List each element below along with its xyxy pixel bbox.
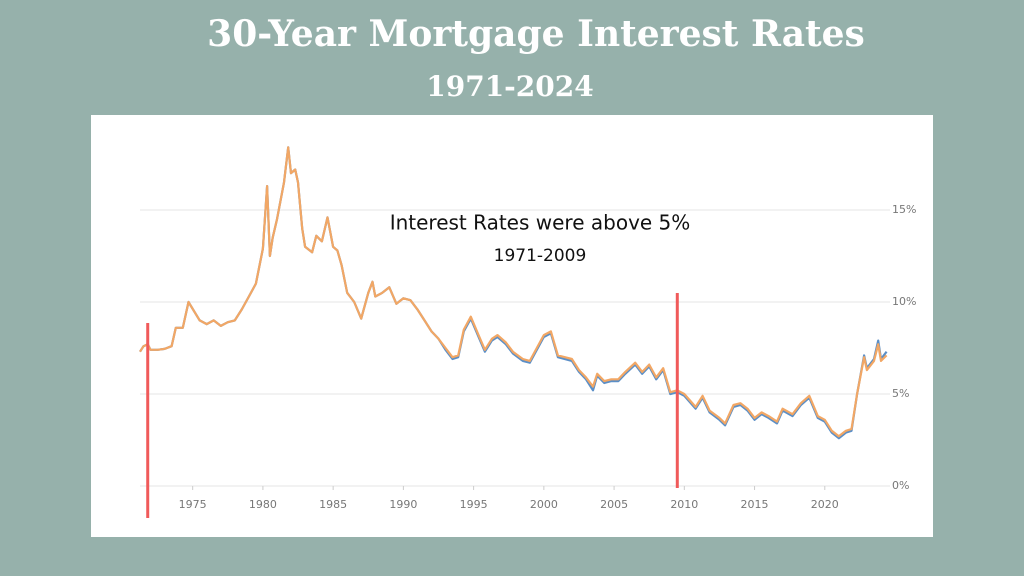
chart-title: 30-Year Mortgage Interest Rates	[207, 13, 865, 55]
x-tick-label: 1980	[249, 498, 277, 511]
annotation: 1971-2009	[494, 246, 587, 266]
x-tick-label: 2020	[811, 498, 839, 511]
y-tick-label: 10%	[892, 295, 916, 308]
y-tick-label: 15%	[892, 203, 916, 216]
x-tick-label: 2010	[670, 498, 698, 511]
annotation: Interest Rates were above 5%	[390, 211, 691, 235]
x-tick-label: 1995	[460, 498, 488, 511]
plot-panel	[91, 115, 933, 537]
y-tick-label: 5%	[892, 387, 909, 400]
series-line	[139, 146, 888, 438]
x-tick-label: 2005	[600, 498, 628, 511]
y-tick-label: 0%	[892, 479, 909, 492]
x-tick-label: 1975	[179, 498, 207, 511]
x-tick-label: 2000	[530, 498, 558, 511]
x-tick-label: 1990	[389, 498, 417, 511]
x-tick-label: 2015	[741, 498, 769, 511]
x-tick-label: 1985	[319, 498, 347, 511]
chart-subtitle: 1971-2024	[426, 70, 593, 103]
